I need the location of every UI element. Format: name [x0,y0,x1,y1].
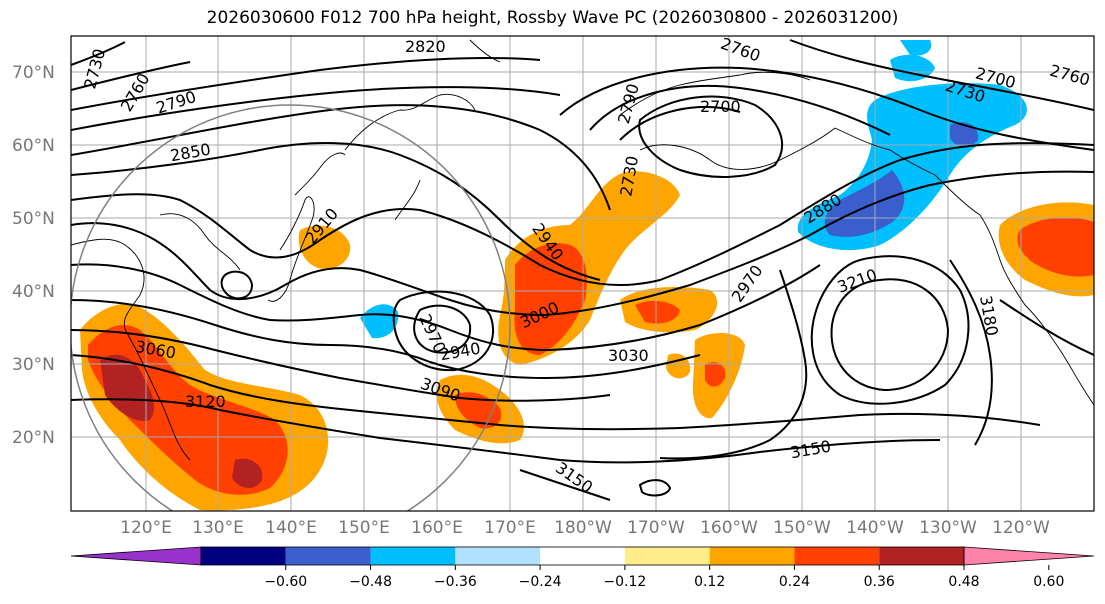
lon-label: 160°E [411,518,463,538]
lon-label: 180°W [554,518,612,538]
svg-text:2820: 2820 [405,37,446,56]
lon-label: 160°W [700,518,758,538]
colorbar-segment [624,547,710,565]
lon-label: 170°E [484,518,536,538]
latitude-labels: 70°N 60°N 50°N 40°N 30°N 20°N [12,63,55,448]
lon-label: 170°W [627,518,685,538]
svg-text:3030: 3030 [608,346,649,365]
colorbar-tick-label: −0.60 [264,574,307,590]
svg-text:2700: 2700 [700,97,741,116]
colorbar-tick-label: 0.12 [694,574,725,590]
lon-label: 140°W [846,518,904,538]
lat-label: 40°N [12,282,55,302]
lon-label: 120°W [992,518,1050,538]
lon-label: 120°E [120,518,172,538]
map-title: 2026030600 F012 700 hPa height, Rossby W… [206,8,899,28]
lon-label: 150°W [773,518,831,538]
colorbar-tick-label: 0.24 [779,574,810,590]
colorbar-segment [285,547,371,565]
svg-text:3120: 3120 [185,392,226,411]
colorbar-segment [370,547,456,565]
colorbar-tick-label: −0.24 [519,574,562,590]
height-contours [71,39,1094,501]
colorbar-tick-label: 0.48 [948,574,979,590]
lat-label: 20°N [12,428,55,448]
lat-label: 70°N [12,63,55,83]
colorbar-border [200,546,965,566]
colorbar-segment [709,547,795,565]
colorbar-tick-label: 0.60 [1033,574,1064,590]
colorbar-tick-label: −0.12 [603,574,646,590]
svg-text:3000: 3000 [1095,287,1105,329]
colorbar-segment [879,547,964,565]
coastlines [71,39,1094,461]
region-circle [71,104,511,511]
colorbar: −0.60 −0.48 −0.36 −0.24 −0.12 0.12 0.24 0.36 0.4… [70,546,1095,590]
graticule [71,36,1094,511]
lon-label: 140°E [265,518,317,538]
colorbar-segment [540,547,625,565]
colorbar-tick-label: −0.48 [349,574,392,590]
lat-label: 30°N [12,355,55,375]
map-frame [70,35,1095,512]
lon-label: 150°E [338,518,390,538]
longitude-labels: 120°E 130°E 140°E 150°E 160°E 170°E 180°… [120,518,1050,538]
lat-label: 60°N [12,136,55,156]
colorbar-segment [794,547,880,565]
lat-label: 50°N [12,209,55,229]
colorbar-tick-label: −0.36 [434,574,477,590]
lon-label: 130°E [192,518,244,538]
colorbar-extend-max [963,546,1095,566]
colorbar-tick-label: 0.36 [864,574,895,590]
anomaly-shading [80,40,1094,511]
colorbar-segment [455,547,541,565]
colorbar-segment [201,547,286,565]
lon-label: 130°W [919,518,977,538]
colorbar-extend-min [70,546,202,566]
